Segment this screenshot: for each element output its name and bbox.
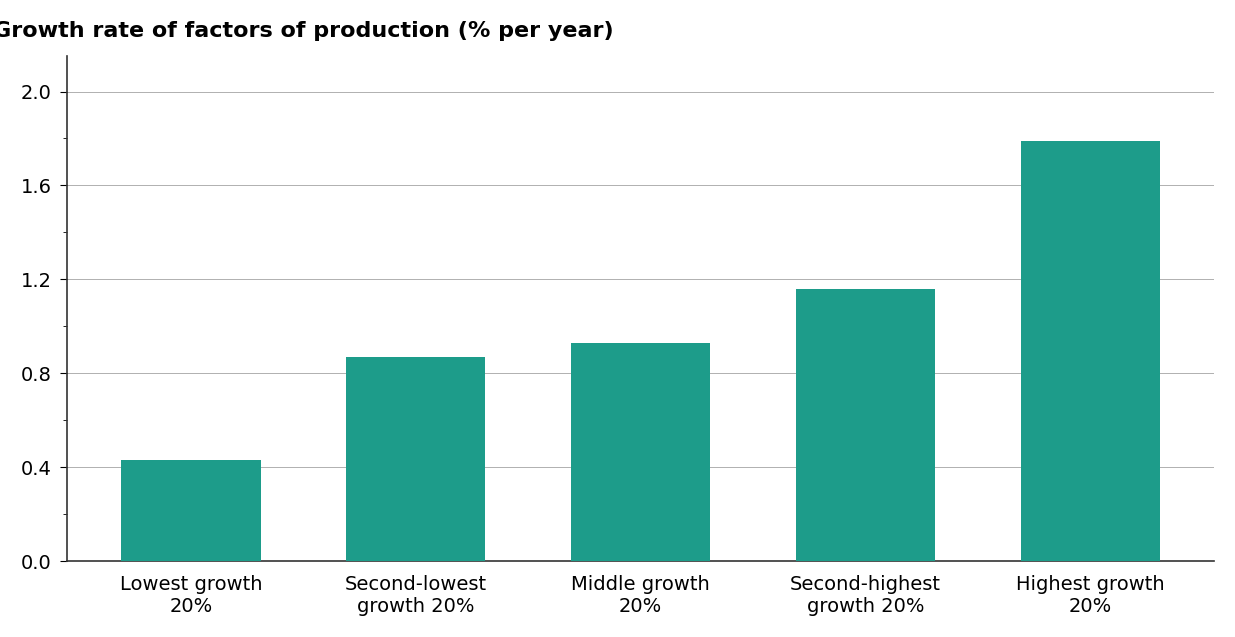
Bar [795,289,935,561]
Bar [1021,141,1160,561]
Bar [346,357,485,561]
Text: Growth rate of factors of production (% per year): Growth rate of factors of production (% … [0,21,613,41]
Bar [571,343,710,561]
Bar [121,461,261,561]
